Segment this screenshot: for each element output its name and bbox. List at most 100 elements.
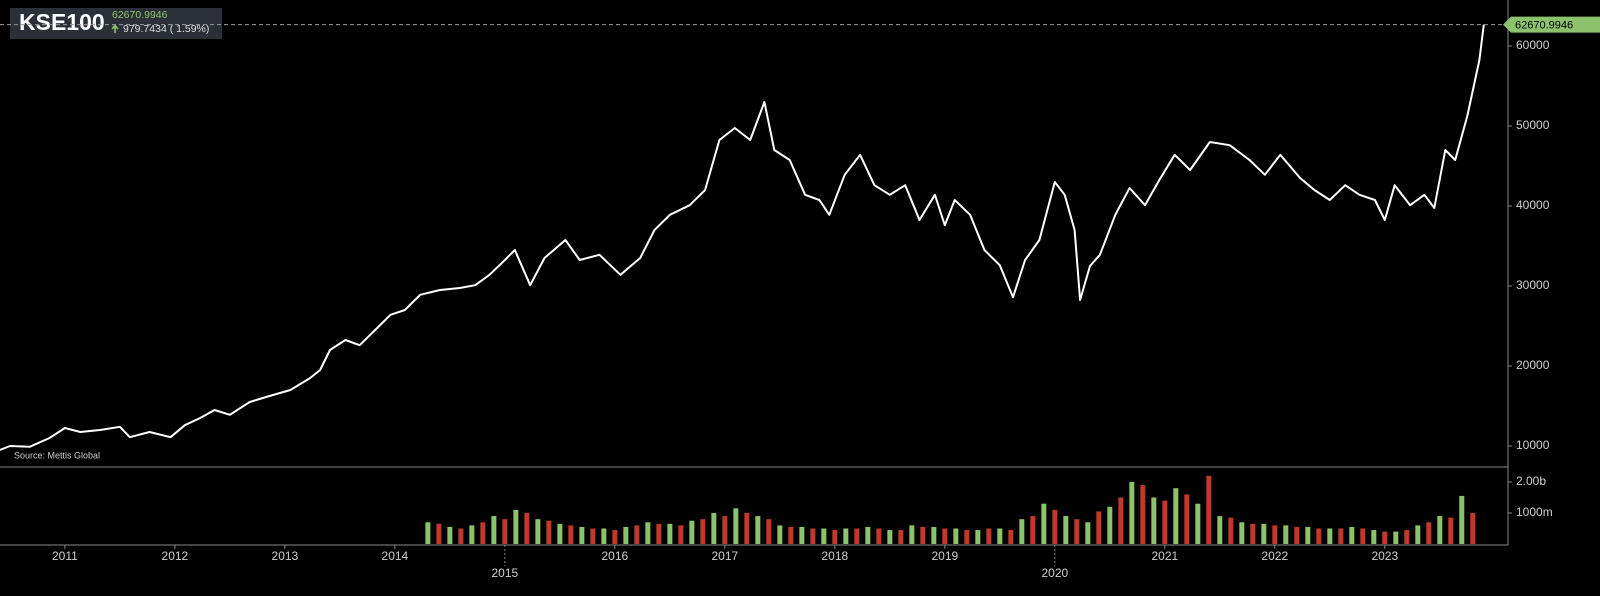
volume-bar bbox=[1250, 523, 1256, 544]
change: 979.7434 ( 1.59%) bbox=[123, 23, 209, 35]
y-tick-label: 60000 bbox=[1516, 38, 1550, 52]
volume-bar bbox=[821, 528, 827, 544]
volume-bar bbox=[1338, 528, 1344, 544]
volume-bar bbox=[469, 525, 475, 544]
volume-bar bbox=[667, 523, 673, 544]
x-tick-label: 2019 bbox=[931, 549, 958, 563]
volume-bar bbox=[1052, 509, 1058, 544]
volume-bar bbox=[1272, 525, 1278, 544]
volume-bar bbox=[920, 526, 926, 544]
volume-bar bbox=[1041, 503, 1047, 544]
volume-bar bbox=[1206, 475, 1212, 544]
volume-bar bbox=[1217, 516, 1223, 544]
volume-bar bbox=[1107, 506, 1113, 544]
volume-bar bbox=[953, 528, 959, 544]
y-tick-label: 20000 bbox=[1516, 358, 1550, 372]
volume-bar bbox=[777, 525, 783, 544]
x-tick-label: 2018 bbox=[821, 549, 848, 563]
volume-bar bbox=[1239, 522, 1245, 544]
volume-bar bbox=[975, 530, 981, 544]
volume-bar bbox=[634, 525, 640, 544]
volume-bar bbox=[1019, 519, 1025, 544]
volume-bar bbox=[1305, 526, 1311, 544]
volume-bar bbox=[1030, 516, 1036, 544]
volume-bar bbox=[491, 516, 497, 544]
x-tick-label: 2014 bbox=[382, 549, 409, 563]
volume-bar bbox=[656, 523, 662, 544]
volume-bar bbox=[546, 520, 552, 544]
volume-bar bbox=[1151, 497, 1157, 544]
volume-bar bbox=[1184, 494, 1190, 544]
volume-bar bbox=[1459, 495, 1465, 544]
y-tick-label: 10000 bbox=[1516, 438, 1550, 452]
volume-bar bbox=[1261, 523, 1267, 544]
price: 62670.9946 bbox=[112, 9, 168, 21]
volume-bar bbox=[1228, 517, 1234, 544]
volume-bar bbox=[1074, 519, 1080, 544]
volume-bar bbox=[601, 528, 607, 544]
volume-bar bbox=[1129, 481, 1135, 544]
volume-bar bbox=[1470, 512, 1476, 544]
volume-bar bbox=[788, 526, 794, 544]
volume-bar bbox=[986, 528, 992, 544]
volume-bar bbox=[711, 512, 717, 544]
y-tick-label: 40000 bbox=[1516, 198, 1550, 212]
volume-bar bbox=[766, 519, 772, 544]
volume-bar bbox=[425, 522, 431, 544]
volume-bar bbox=[909, 525, 915, 544]
volume-bar bbox=[1140, 485, 1146, 544]
volume-bar bbox=[1283, 525, 1289, 544]
volume-tick-label: 1000m bbox=[1516, 505, 1553, 519]
volume-bar bbox=[1162, 500, 1168, 544]
volume-bar bbox=[513, 509, 519, 544]
x-tick-label: 2022 bbox=[1261, 549, 1288, 563]
volume-bar bbox=[1118, 497, 1124, 544]
volume-bar bbox=[865, 526, 871, 544]
volume-bar bbox=[1008, 530, 1014, 544]
volume-bar bbox=[1195, 503, 1201, 544]
volume-bar bbox=[832, 530, 838, 544]
volume-bar bbox=[579, 526, 585, 544]
x-tick-label: 2016 bbox=[602, 549, 629, 563]
up-arrow bbox=[111, 24, 119, 33]
volume-bar bbox=[535, 519, 541, 544]
last-price-label: 62670.9946 bbox=[1515, 20, 1573, 32]
volume-bar bbox=[898, 530, 904, 544]
volume-bar bbox=[810, 528, 816, 544]
volume-bar bbox=[1085, 522, 1091, 544]
volume-bar bbox=[524, 512, 530, 544]
x-tick-label: 2012 bbox=[162, 549, 189, 563]
volume-bar bbox=[502, 519, 508, 544]
volume-bar bbox=[1327, 528, 1333, 544]
volume-bar bbox=[1404, 530, 1410, 544]
volume-bar bbox=[1371, 530, 1377, 544]
volume-bar bbox=[722, 516, 728, 544]
volume-bar bbox=[1096, 511, 1102, 544]
volume-bar bbox=[436, 523, 442, 544]
volume-bar bbox=[678, 525, 684, 544]
volume-bar bbox=[964, 530, 970, 544]
volume-bar bbox=[623, 526, 629, 544]
volume-bar bbox=[480, 522, 486, 544]
x-tick-label: 2015 bbox=[492, 566, 519, 580]
volume-bar bbox=[1294, 526, 1300, 544]
volume-bar bbox=[1063, 516, 1069, 544]
volume-bar bbox=[799, 526, 805, 544]
volume-bar bbox=[447, 526, 453, 544]
volume-bar bbox=[733, 508, 739, 544]
volume-bar bbox=[1382, 531, 1388, 544]
price-line bbox=[0, 24, 1485, 451]
x-tick-label: 2021 bbox=[1151, 549, 1178, 563]
volume-tick-label: 2.00b bbox=[1516, 474, 1546, 488]
y-tick-label: 50000 bbox=[1516, 118, 1550, 132]
volume-bar bbox=[1316, 528, 1322, 544]
x-tick-label: 2017 bbox=[712, 549, 739, 563]
volume-bar bbox=[458, 528, 464, 544]
x-tick-label: 2023 bbox=[1371, 549, 1398, 563]
x-tick-label: 2013 bbox=[272, 549, 299, 563]
volume-bar bbox=[590, 528, 596, 544]
source: Source: Mettis Global bbox=[14, 450, 100, 460]
